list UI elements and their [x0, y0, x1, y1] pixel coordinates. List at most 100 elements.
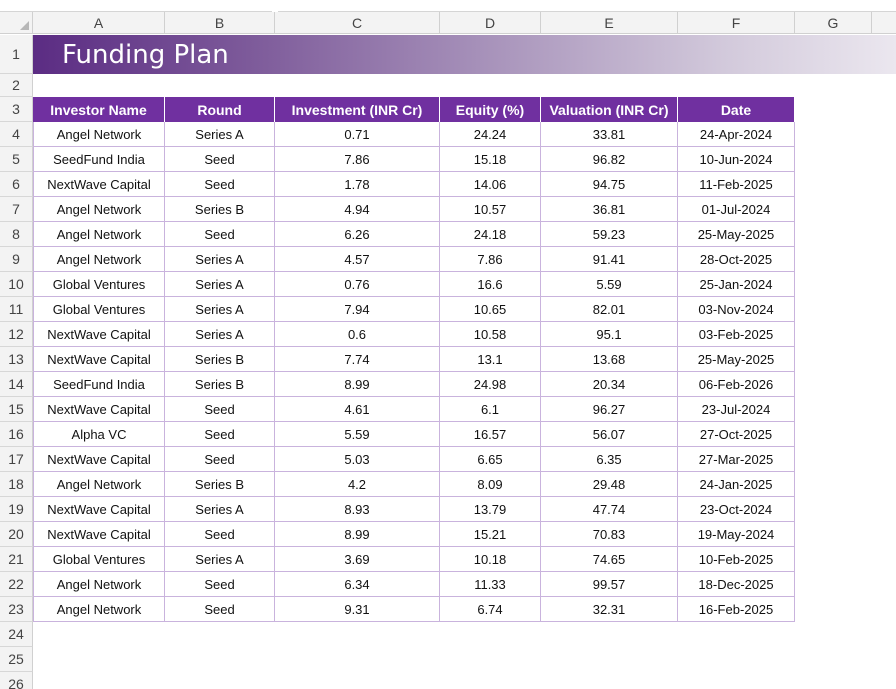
cell-round[interactable]: Seed [165, 597, 275, 622]
row-header-12[interactable]: 12 [0, 322, 33, 347]
row-header-22[interactable]: 22 [0, 572, 33, 597]
cell-investor-name[interactable]: Angel Network [33, 597, 165, 622]
header-valuation[interactable]: Valuation (INR Cr) [541, 97, 678, 122]
cell-investment[interactable]: 0.76 [275, 272, 440, 297]
row-header-10[interactable]: 10 [0, 272, 33, 297]
cell-investor-name[interactable]: Angel Network [33, 247, 165, 272]
cell-investor-name[interactable]: Angel Network [33, 472, 165, 497]
cell-date[interactable]: 03-Nov-2024 [678, 297, 795, 322]
cell-equity[interactable]: 13.79 [440, 497, 541, 522]
cell-investment[interactable]: 3.69 [275, 547, 440, 572]
cell-date[interactable]: 25-May-2025 [678, 222, 795, 247]
row-header-6[interactable]: 6 [0, 172, 33, 197]
cell-date[interactable]: 28-Oct-2025 [678, 247, 795, 272]
cell-valuation[interactable]: 99.57 [541, 572, 678, 597]
column-header-g[interactable]: G [795, 12, 872, 34]
cell-valuation[interactable]: 96.82 [541, 147, 678, 172]
cell-round[interactable]: Seed [165, 147, 275, 172]
cell-investment[interactable]: 7.94 [275, 297, 440, 322]
cell-valuation[interactable]: 6.35 [541, 447, 678, 472]
header-equity[interactable]: Equity (%) [440, 97, 541, 122]
cell-date[interactable]: 11-Feb-2025 [678, 172, 795, 197]
cell-investor-name[interactable]: NextWave Capital [33, 347, 165, 372]
cell-investment[interactable]: 4.94 [275, 197, 440, 222]
cell-investor-name[interactable]: Global Ventures [33, 297, 165, 322]
cell-equity[interactable]: 6.65 [440, 447, 541, 472]
cell-equity[interactable]: 7.86 [440, 247, 541, 272]
cell-investment[interactable]: 8.99 [275, 522, 440, 547]
cell-round[interactable]: Series A [165, 122, 275, 147]
cell-investment[interactable]: 0.6 [275, 322, 440, 347]
cell-date[interactable]: 19-May-2024 [678, 522, 795, 547]
cell-round[interactable]: Series A [165, 547, 275, 572]
cell-equity[interactable]: 10.65 [440, 297, 541, 322]
column-header-b[interactable]: B [165, 12, 275, 34]
cell-valuation[interactable]: 33.81 [541, 122, 678, 147]
cell-investor-name[interactable]: Global Ventures [33, 272, 165, 297]
cell-investor-name[interactable]: Angel Network [33, 222, 165, 247]
row-header-21[interactable]: 21 [0, 547, 33, 572]
cell-investment[interactable]: 8.99 [275, 372, 440, 397]
cell-round[interactable]: Series A [165, 322, 275, 347]
cell-round[interactable]: Series B [165, 372, 275, 397]
row-header-13[interactable]: 13 [0, 347, 33, 372]
column-header-d[interactable]: D [440, 12, 541, 34]
cell-date[interactable]: 25-May-2025 [678, 347, 795, 372]
cell-equity[interactable]: 11.33 [440, 572, 541, 597]
cell-valuation[interactable]: 70.83 [541, 522, 678, 547]
cell-round[interactable]: Series B [165, 347, 275, 372]
cell-investor-name[interactable]: Angel Network [33, 572, 165, 597]
cell-date[interactable]: 06-Feb-2026 [678, 372, 795, 397]
cell-round[interactable]: Seed [165, 522, 275, 547]
cell-investment[interactable]: 5.03 [275, 447, 440, 472]
cell-investor-name[interactable]: Angel Network [33, 197, 165, 222]
cell-investment[interactable]: 5.59 [275, 422, 440, 447]
cell-investment[interactable]: 4.61 [275, 397, 440, 422]
row-header-9[interactable]: 9 [0, 247, 33, 272]
column-header-a[interactable]: A [33, 12, 165, 34]
cell-round[interactable]: Series B [165, 472, 275, 497]
cell-date[interactable]: 18-Dec-2025 [678, 572, 795, 597]
cell-date[interactable]: 23-Oct-2024 [678, 497, 795, 522]
cell-investor-name[interactable]: NextWave Capital [33, 397, 165, 422]
cell-investor-name[interactable]: NextWave Capital [33, 522, 165, 547]
cell-date[interactable]: 03-Feb-2025 [678, 322, 795, 347]
row-header-2[interactable]: 2 [0, 74, 33, 97]
cell-equity[interactable]: 10.18 [440, 547, 541, 572]
row-header-14[interactable]: 14 [0, 372, 33, 397]
cell-investment[interactable]: 1.78 [275, 172, 440, 197]
cell-equity[interactable]: 15.21 [440, 522, 541, 547]
cell-valuation[interactable]: 32.31 [541, 597, 678, 622]
cell-round[interactable]: Series B [165, 197, 275, 222]
row-header-1[interactable]: 1 [0, 35, 33, 74]
row-header-4[interactable]: 4 [0, 122, 33, 147]
cell-investor-name[interactable]: Global Ventures [33, 547, 165, 572]
cell-round[interactable]: Seed [165, 572, 275, 597]
cell-equity[interactable]: 6.74 [440, 597, 541, 622]
cell-investment[interactable]: 8.93 [275, 497, 440, 522]
cell-valuation[interactable]: 47.74 [541, 497, 678, 522]
cell-round[interactable]: Seed [165, 397, 275, 422]
cell-equity[interactable]: 16.6 [440, 272, 541, 297]
cell-equity[interactable]: 14.06 [440, 172, 541, 197]
cell-round[interactable]: Series A [165, 247, 275, 272]
cell-valuation[interactable]: 36.81 [541, 197, 678, 222]
cell-valuation[interactable]: 95.1 [541, 322, 678, 347]
cell-valuation[interactable]: 5.59 [541, 272, 678, 297]
cell-investor-name[interactable]: SeedFund India [33, 372, 165, 397]
cell-date[interactable]: 24-Jan-2025 [678, 472, 795, 497]
cell-investor-name[interactable]: NextWave Capital [33, 497, 165, 522]
cell-investment[interactable]: 6.26 [275, 222, 440, 247]
cell-investment[interactable]: 9.31 [275, 597, 440, 622]
cell-date[interactable]: 16-Feb-2025 [678, 597, 795, 622]
header-investor-name[interactable]: Investor Name [33, 97, 165, 122]
cell-investment[interactable]: 7.86 [275, 147, 440, 172]
header-round[interactable]: Round [165, 97, 275, 122]
row-header-17[interactable]: 17 [0, 447, 33, 472]
row-header-15[interactable]: 15 [0, 397, 33, 422]
column-header-h[interactable] [872, 12, 896, 34]
cell-round[interactable]: Seed [165, 222, 275, 247]
cell-valuation[interactable]: 91.41 [541, 247, 678, 272]
cell-date[interactable]: 10-Feb-2025 [678, 547, 795, 572]
cell-investment[interactable]: 4.2 [275, 472, 440, 497]
